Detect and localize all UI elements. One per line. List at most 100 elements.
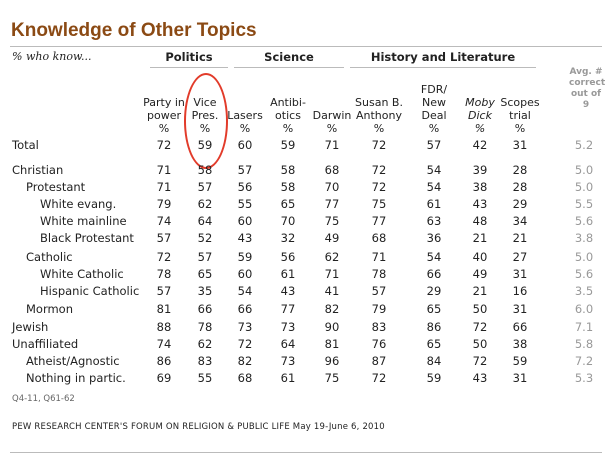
table-cell: 60	[237, 267, 253, 281]
table-cell: 31	[512, 138, 528, 152]
table-subtitle: % who know...	[12, 50, 92, 63]
table-cell: 50	[472, 302, 488, 316]
table-cell: 78	[197, 320, 213, 334]
row-label: White evang.	[40, 197, 117, 211]
table-cell: 35	[197, 284, 213, 298]
table-cell: 72	[371, 138, 387, 152]
table-cell: 29	[512, 197, 528, 211]
col-party-in-power: Party in power %	[143, 96, 185, 135]
table-cell: 56	[280, 250, 296, 264]
row-label: White mainline	[40, 214, 127, 228]
table-cell: 76	[371, 337, 387, 351]
table-cell: 61	[280, 371, 296, 385]
table-cell: 3.8	[574, 231, 594, 245]
table-cell: 57	[197, 180, 213, 194]
table-cell: 58	[280, 163, 296, 177]
row-label: White Catholic	[40, 267, 124, 281]
table-cell: 82	[237, 354, 253, 368]
table-cell: 86	[156, 354, 172, 368]
table-cell: 56	[237, 180, 253, 194]
table-cell: 16	[512, 284, 528, 298]
table-cell: 28	[512, 180, 528, 194]
table-cell: 34	[512, 214, 528, 228]
table-cell: 43	[472, 197, 488, 211]
table-cell: 54	[426, 180, 442, 194]
table-cell: 55	[197, 371, 213, 385]
table-cell: 57	[426, 138, 442, 152]
table-cell: 5.3	[574, 371, 594, 385]
table-cell: 36	[426, 231, 442, 245]
table-cell: 54	[426, 163, 442, 177]
table-cell: 59	[237, 250, 253, 264]
table-cell: 61	[280, 267, 296, 281]
row-label: Total	[12, 138, 39, 152]
table-cell: 59	[280, 138, 296, 152]
highlight-circle	[184, 73, 228, 169]
table-cell: 5.0	[574, 250, 594, 264]
table-cell: 5.0	[574, 163, 594, 177]
table-cell: 57	[156, 231, 172, 245]
row-label: Christian	[12, 163, 64, 177]
table-cell: 90	[324, 320, 340, 334]
table-cell: 28	[512, 163, 528, 177]
table-cell: 73	[280, 354, 296, 368]
table-cell: 73	[280, 320, 296, 334]
table-cell: 32	[280, 231, 296, 245]
table-cell: 79	[156, 197, 172, 211]
table-cell: 72	[472, 354, 488, 368]
table-cell: 71	[156, 163, 172, 177]
table-cell: 84	[426, 354, 442, 368]
table-cell: 55	[237, 197, 253, 211]
table-cell: 72	[371, 163, 387, 177]
table-cell: 83	[371, 320, 387, 334]
table-cell: 72	[371, 371, 387, 385]
table-cell: 21	[472, 284, 488, 298]
table-cell: 58	[280, 180, 296, 194]
table-cell: 72	[156, 138, 172, 152]
table-cell: 83	[197, 354, 213, 368]
table-cell: 39	[472, 163, 488, 177]
col-scopes-trial: Scopes trial %	[500, 96, 540, 135]
table-cell: 60	[237, 138, 253, 152]
table-cell: 73	[237, 320, 253, 334]
table-cell: 5.5	[574, 197, 594, 211]
table-cell: 62	[197, 337, 213, 351]
table-cell: 38	[472, 180, 488, 194]
table-cell: 81	[324, 337, 340, 351]
table-cell: 60	[237, 214, 253, 228]
source-line: PEW RESEARCH CENTER'S FORUM ON RELIGION …	[12, 422, 385, 432]
table-cell: 57	[371, 284, 387, 298]
row-label: Hispanic Catholic	[40, 284, 140, 298]
table-cell: 75	[324, 214, 340, 228]
table-cell: 75	[324, 371, 340, 385]
table-cell: 31	[512, 267, 528, 281]
table-cell: 74	[156, 337, 172, 351]
table-cell: 65	[426, 302, 442, 316]
table-cell: 66	[237, 302, 253, 316]
table-cell: 64	[197, 214, 213, 228]
divider	[10, 452, 602, 453]
table-cell: 38	[512, 337, 528, 351]
table-cell: 61	[426, 197, 442, 211]
col-fdr-new-deal: FDR/ New Deal %	[420, 83, 448, 135]
table-cell: 62	[197, 197, 213, 211]
table-cell: 71	[324, 267, 340, 281]
table-cell: 5.0	[574, 180, 594, 194]
table-cell: 43	[280, 284, 296, 298]
row-label: Protestant	[26, 180, 86, 194]
table-cell: 5.2	[574, 138, 594, 152]
table-cell: 71	[156, 180, 172, 194]
table-cell: 72	[472, 320, 488, 334]
row-label: Atheist/Agnostic	[26, 354, 120, 368]
table-cell: 50	[472, 337, 488, 351]
group-science: Science	[234, 49, 344, 68]
table-cell: 81	[156, 302, 172, 316]
table-cell: 59	[426, 371, 442, 385]
table-cell: 66	[197, 302, 213, 316]
table-cell: 72	[156, 250, 172, 264]
table-cell: 71	[324, 138, 340, 152]
table-cell: 77	[324, 197, 340, 211]
table-cell: 6.0	[574, 302, 594, 316]
col-antibiotics: Antibi- otics %	[270, 96, 306, 135]
table-cell: 5.8	[574, 337, 594, 351]
